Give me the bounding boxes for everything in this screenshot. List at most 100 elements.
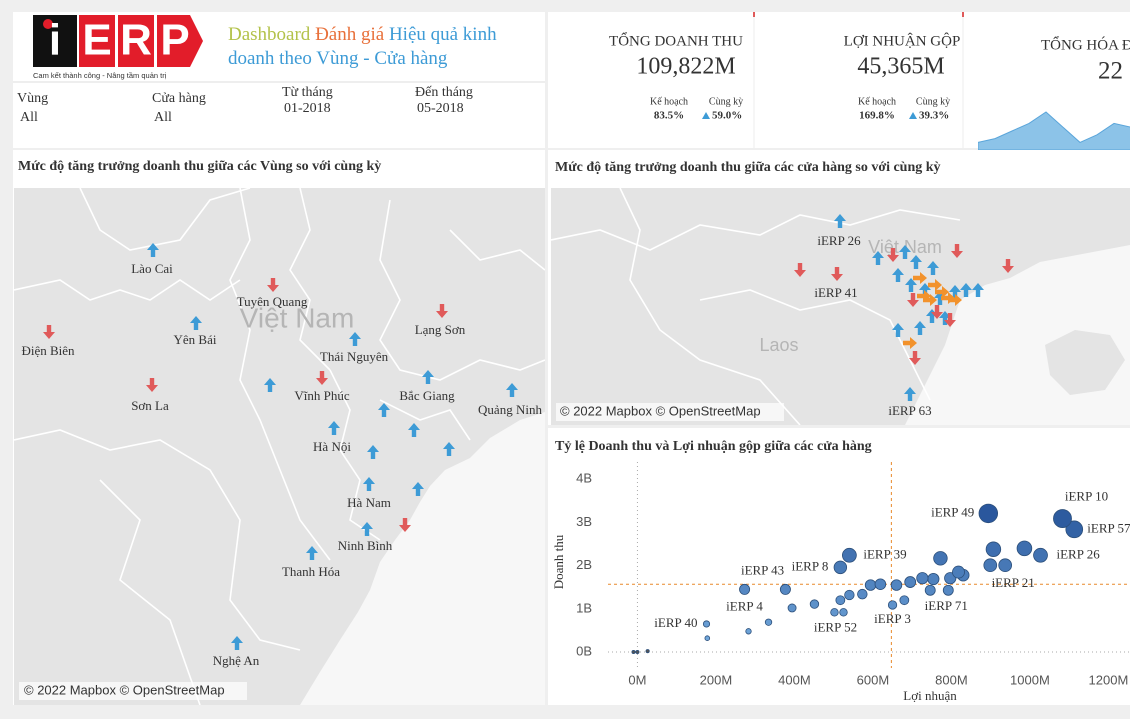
place-label: Bắc Giang [399, 388, 455, 403]
data-point[interactable] [887, 600, 898, 610]
data-point[interactable] [874, 578, 887, 590]
y-tick-label: 4B [576, 471, 592, 486]
filter-value[interactable]: All [20, 110, 38, 125]
borders [14, 188, 545, 705]
y-tick-label: 0B [576, 643, 592, 658]
filter-value[interactable]: All [154, 110, 172, 125]
kpi-prior-label: Cùng kỳ [916, 96, 950, 107]
data-point[interactable] [835, 595, 846, 606]
data-point[interactable] [952, 565, 965, 579]
data-point[interactable] [864, 579, 877, 591]
logo-letter: R [120, 16, 152, 65]
trend-arrow [904, 387, 916, 401]
dashboard-title: Dashboard Đánh giá Hiệu quả kinh [228, 24, 497, 45]
trend-arrow [949, 285, 961, 299]
data-point[interactable] [702, 620, 711, 628]
data-point[interactable] [1033, 547, 1048, 563]
trend-arrow [231, 636, 243, 650]
trend-arrow [914, 321, 926, 335]
data-point[interactable] [1065, 520, 1084, 539]
data-point[interactable] [645, 649, 650, 654]
point-label: iERP 26 [1057, 546, 1101, 561]
trend-arrow [907, 293, 919, 307]
data-point[interactable] [779, 583, 791, 595]
dashboard-title: doanh theo Vùng - Cửa hàng [228, 48, 448, 69]
data-point[interactable] [833, 560, 848, 575]
data-point[interactable] [933, 551, 948, 566]
trend-arrow [422, 370, 434, 384]
data-point[interactable] [809, 599, 820, 609]
data-point[interactable] [899, 595, 910, 606]
trend-arrow [146, 378, 158, 392]
data-point[interactable] [942, 584, 954, 596]
data-point[interactable] [764, 618, 773, 626]
data-point[interactable] [841, 547, 857, 563]
data-point[interactable] [983, 558, 998, 573]
trend-arrow [264, 378, 276, 392]
filter-value[interactable]: 01-2018 [284, 101, 331, 116]
border [551, 209, 961, 251]
filter[interactable]: Vùng All [17, 91, 48, 125]
data-point[interactable] [924, 584, 936, 596]
data-point[interactable] [745, 628, 752, 635]
logo-block [157, 15, 203, 67]
data-point[interactable] [635, 650, 640, 655]
sea [300, 412, 545, 705]
kpi-plan-label: Kế hoạch [650, 96, 688, 107]
attribution-bg [556, 403, 784, 421]
border [79, 188, 251, 251]
border [379, 399, 471, 441]
trend-arrow [436, 304, 448, 318]
data-point[interactable] [927, 572, 940, 586]
trend-arrow [935, 286, 949, 298]
place-label: Hà Nam [347, 495, 391, 510]
data-point[interactable] [857, 588, 868, 600]
section-title: Mức độ tăng trưởng doanh thu giữa các cử… [555, 160, 941, 175]
trend-arrow [972, 283, 984, 297]
data-point[interactable] [998, 558, 1013, 573]
data-point[interactable] [916, 572, 929, 585]
filter[interactable]: Cửa hàng All [152, 91, 206, 125]
data-point[interactable] [890, 579, 903, 591]
data-point[interactable] [739, 583, 751, 595]
kpi-prior: 39.3% [919, 110, 949, 122]
data-point[interactable] [839, 608, 848, 617]
trend-arrow [316, 371, 328, 385]
place-label: Lào Cai [131, 261, 173, 276]
point-label: iERP 52 [814, 619, 857, 634]
border [329, 369, 381, 541]
border [99, 479, 201, 705]
tagline: Cam kết thành công - Nâng tầm quản trị [33, 71, 167, 80]
trend-arrow [887, 248, 899, 262]
borders [551, 188, 961, 425]
filter-value[interactable]: 05-2018 [417, 101, 464, 116]
trend-arrow [831, 267, 843, 281]
data-point[interactable] [787, 603, 797, 613]
data-point[interactable] [844, 589, 855, 601]
attribution: © 2022 Mapbox © OpenStreetMap [24, 682, 225, 697]
data-point[interactable] [904, 576, 917, 588]
data-point[interactable] [704, 635, 711, 641]
data-point[interactable] [978, 503, 999, 524]
data-point[interactable] [830, 608, 839, 617]
data-point[interactable] [1016, 540, 1033, 557]
data-point[interactable] [1053, 509, 1072, 528]
trend-arrow [899, 245, 911, 259]
data-point[interactable] [985, 541, 1002, 557]
filter-label: Từ tháng [282, 85, 333, 100]
border [14, 279, 241, 301]
point-label: iERP 3 [874, 611, 911, 626]
title-part: Đánh giá [315, 24, 385, 45]
data-point[interactable] [631, 650, 636, 655]
point-label: iERP 57 [1087, 520, 1130, 535]
point-label: iERP 43 [741, 562, 784, 577]
kpi-plan-label: Kế hoạch [858, 96, 896, 107]
place-label: Yên Bái [174, 332, 217, 347]
place-label: Ninh Bình [338, 538, 393, 553]
trend-arrow [1002, 259, 1014, 273]
trend-arrow [349, 332, 361, 346]
attribution-bg [19, 682, 247, 700]
